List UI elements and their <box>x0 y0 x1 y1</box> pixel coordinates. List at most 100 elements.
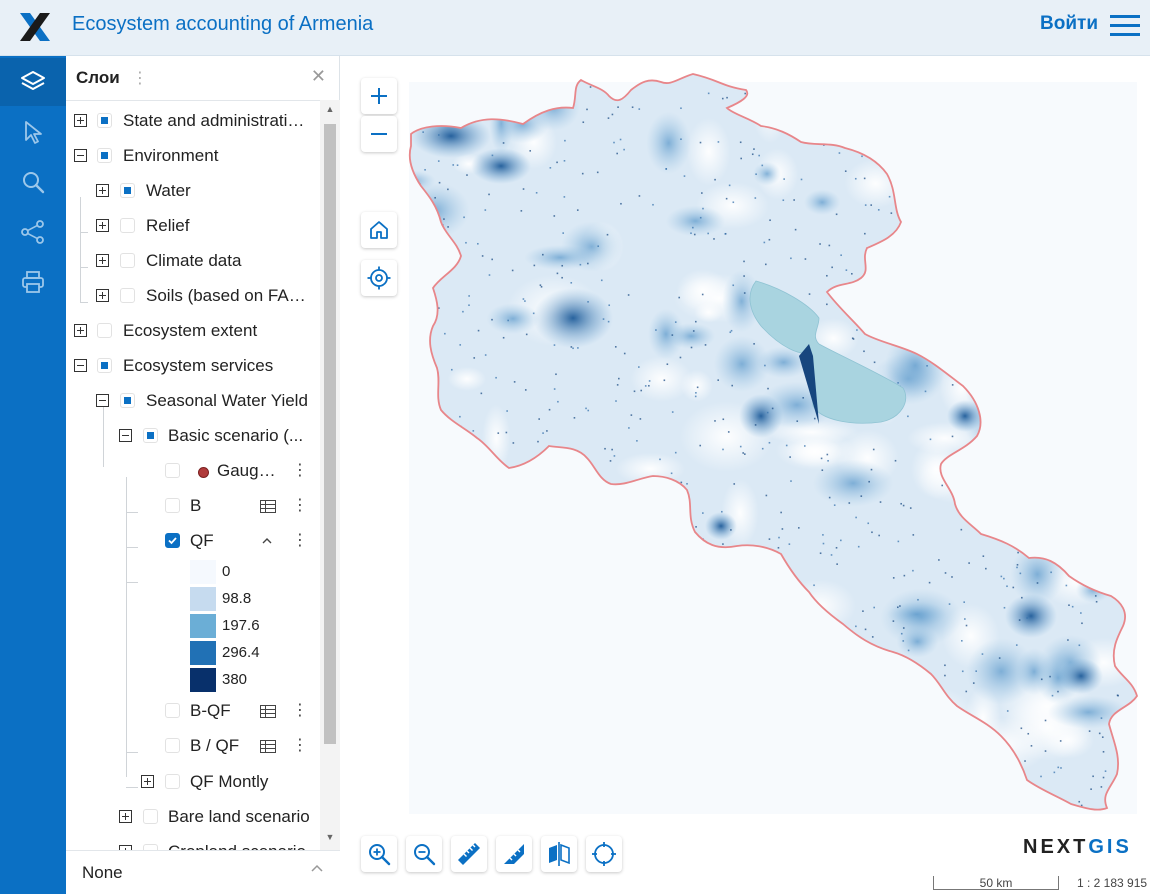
tree-row-b-qf[interactable]: B-QF ⋮ <box>66 694 320 729</box>
layer-label[interactable]: State and administrative borders <box>123 111 311 130</box>
map-view[interactable]: NEXTGIS 50 km 1 : 2 183 915 <box>341 56 1150 894</box>
layer-label[interactable]: Water <box>146 181 191 200</box>
map-canvas[interactable] <box>341 56 1150 894</box>
tree-row-b-div-qf[interactable]: B / QF ⋮ <box>66 729 320 764</box>
expand-icon[interactable] <box>96 254 109 267</box>
layer-tree-scrollbar[interactable]: ▲ ▼ <box>320 100 340 850</box>
scroll-up-icon[interactable]: ▲ <box>325 104 335 114</box>
expand-icon[interactable] <box>74 324 87 337</box>
layer-label[interactable]: QF Montly <box>190 772 269 791</box>
expand-icon[interactable] <box>141 775 154 788</box>
tree-row-ecosystem-extent[interactable]: Ecosystem extent <box>66 314 320 349</box>
layer-checkbox[interactable] <box>120 393 135 408</box>
layer-checkbox[interactable] <box>165 774 180 789</box>
home-extent-button[interactable] <box>361 212 397 248</box>
login-button[interactable]: Войти <box>1040 13 1098 34</box>
layer-checkbox[interactable] <box>97 323 112 338</box>
close-icon[interactable]: ✕ <box>310 66 326 86</box>
layer-label[interactable]: Ecosystem services <box>123 356 274 375</box>
collapse-icon[interactable] <box>96 394 109 407</box>
measure-area-button[interactable] <box>496 836 532 872</box>
locate-button[interactable] <box>361 260 397 296</box>
layer-label[interactable]: Ecosystem extent <box>123 321 258 340</box>
more-actions-icon[interactable]: ⋮ <box>292 462 308 479</box>
expand-icon[interactable] <box>96 289 109 302</box>
table-icon[interactable] <box>260 705 276 718</box>
tree-row-qf[interactable]: QF ⋮ <box>66 524 320 559</box>
expand-icon[interactable] <box>96 184 109 197</box>
tree-row-soils[interactable]: Soils (based on FAA... <box>66 279 320 314</box>
scroll-down-icon[interactable]: ▼ <box>325 832 335 842</box>
tree-row-seasonal-water-yield[interactable]: Seasonal Water Yield <box>66 384 320 419</box>
drag-handle-icon[interactable]: ⋮ <box>132 70 148 87</box>
layer-checkbox[interactable] <box>97 148 112 163</box>
zoom-out-button[interactable] <box>361 116 397 152</box>
tree-row-basic-scenario[interactable]: Basic scenario (... <box>66 419 320 454</box>
layer-checkbox[interactable] <box>97 113 112 128</box>
tree-row-qf-montly[interactable]: QF Montly <box>66 765 320 800</box>
rail-share-button[interactable] <box>0 208 66 256</box>
collapse-icon[interactable] <box>119 429 132 442</box>
layer-checkbox[interactable] <box>143 428 158 443</box>
layer-checkbox-checked[interactable] <box>165 533 180 548</box>
hamburger-icon[interactable] <box>1108 12 1142 40</box>
nextgis-x-logo[interactable] <box>18 10 52 44</box>
tree-row-environment[interactable]: Environment <box>66 139 320 174</box>
layer-checkbox[interactable] <box>165 498 180 513</box>
layer-checkbox[interactable] <box>143 844 158 851</box>
layer-label[interactable]: Gauging stations <box>217 461 279 480</box>
table-icon[interactable] <box>260 500 276 513</box>
swipe-compare-button[interactable] <box>541 836 577 872</box>
layer-checkbox[interactable] <box>165 703 180 718</box>
basemap-selector[interactable]: None <box>66 850 340 895</box>
scroll-thumb[interactable] <box>324 124 336 744</box>
layer-label[interactable]: QF <box>190 531 214 550</box>
rail-select-button[interactable] <box>0 108 66 156</box>
layer-checkbox[interactable] <box>97 358 112 373</box>
rail-layers-button[interactable] <box>0 58 66 106</box>
layer-label[interactable]: Basic scenario (... <box>168 426 304 445</box>
layer-checkbox[interactable] <box>120 183 135 198</box>
layer-label[interactable]: B <box>190 496 202 515</box>
more-actions-icon[interactable]: ⋮ <box>292 737 308 754</box>
rail-search-button[interactable] <box>0 158 66 206</box>
tree-row-state-borders[interactable]: State and administrative borders <box>66 104 320 139</box>
layer-checkbox[interactable] <box>143 809 158 824</box>
tree-row-bare-land[interactable]: Bare land scenario <box>66 800 320 835</box>
zoom-out-box-button[interactable] <box>406 836 442 872</box>
zoom-in-box-button[interactable] <box>361 836 397 872</box>
layer-checkbox[interactable] <box>120 288 135 303</box>
layer-checkbox[interactable] <box>165 463 180 478</box>
identify-point-button[interactable] <box>586 836 622 872</box>
rail-print-button[interactable] <box>0 258 66 306</box>
more-actions-icon[interactable]: ⋮ <box>292 497 308 514</box>
tree-row-water[interactable]: Water <box>66 174 320 209</box>
more-actions-icon[interactable]: ⋮ <box>292 702 308 719</box>
measure-distance-button[interactable] <box>451 836 487 872</box>
layer-label[interactable]: Relief <box>146 216 190 235</box>
layer-label[interactable]: Climate data <box>146 251 242 270</box>
tree-row-cropland[interactable]: Cropland scenario <box>66 835 320 851</box>
tree-row-gauging-stations[interactable]: Gauging stations ⋮ <box>66 454 320 489</box>
layer-label[interactable]: B / QF <box>190 736 240 755</box>
expand-icon[interactable] <box>119 810 132 823</box>
layer-label[interactable]: Bare land scenario <box>168 807 310 826</box>
tree-row-ecosystem-services[interactable]: Ecosystem services <box>66 349 320 384</box>
expand-icon[interactable] <box>119 845 132 851</box>
tree-row-climate[interactable]: Climate data <box>66 244 320 279</box>
layer-label[interactable]: Seasonal Water Yield <box>146 391 308 410</box>
layer-checkbox[interactable] <box>120 253 135 268</box>
nextgis-attribution[interactable]: NEXTGIS <box>1023 836 1132 858</box>
tree-row-relief[interactable]: Relief <box>66 209 320 244</box>
collapse-icon[interactable] <box>74 359 87 372</box>
layer-checkbox[interactable] <box>120 218 135 233</box>
layer-label[interactable]: B-QF <box>190 701 231 720</box>
table-icon[interactable] <box>260 740 276 753</box>
expand-icon[interactable] <box>74 114 87 127</box>
expand-icon[interactable] <box>96 219 109 232</box>
tree-row-b[interactable]: B ⋮ <box>66 489 320 524</box>
more-actions-icon[interactable]: ⋮ <box>292 532 308 549</box>
layer-label[interactable]: Environment <box>123 146 219 165</box>
layer-checkbox[interactable] <box>165 738 180 753</box>
zoom-in-button[interactable] <box>361 78 397 114</box>
